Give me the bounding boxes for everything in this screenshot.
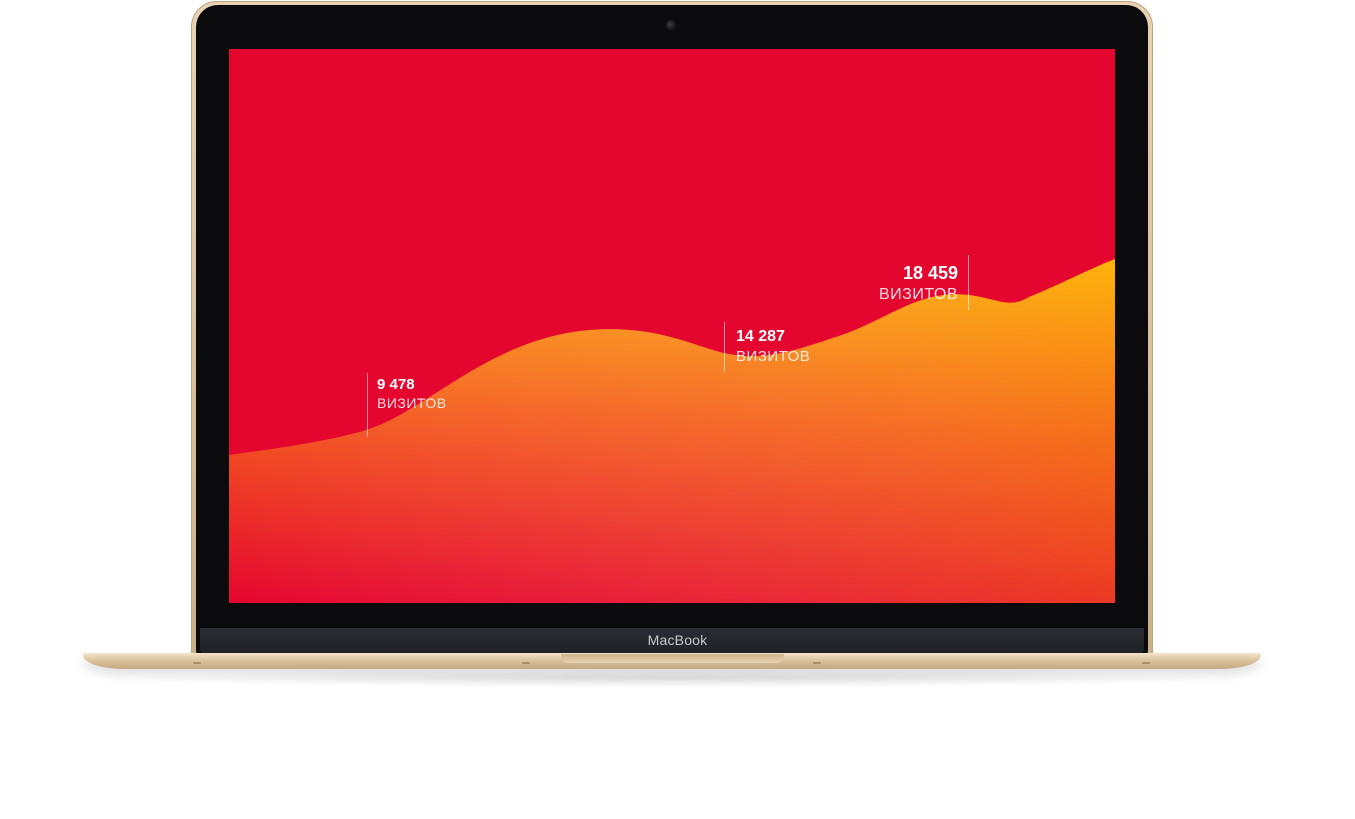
annotation-line-3 (968, 255, 969, 310)
camera-icon (667, 21, 675, 29)
visits-area-highlight (229, 259, 1115, 603)
annotation-1: 9 478 ВИЗИТОВ (377, 376, 447, 412)
brand-label: MacBook (647, 632, 708, 648)
annotation-1-value: 9 478 (377, 376, 415, 393)
annotation-3: 18 459 ВИЗИТОВ (850, 262, 958, 306)
annotation-2-label: ВИЗИТОВ (736, 348, 811, 365)
lid-opening-notch (561, 654, 784, 663)
base-foot-mid-left (522, 662, 530, 664)
laptop-screen (229, 49, 1115, 603)
laptop-shadow (120, 668, 1230, 688)
annotation-line-1 (367, 373, 368, 437)
annotation-line-2 (724, 322, 725, 372)
annotation-1-label: ВИЗИТОВ (377, 395, 447, 411)
base-foot-left (193, 662, 201, 664)
base-foot-right (1142, 662, 1150, 664)
annotation-3-label: ВИЗИТОВ (878, 286, 958, 303)
annotation-2-value: 14 287 (736, 328, 785, 345)
annotation-3-value: 18 459 (902, 263, 958, 283)
annotation-2: 14 287 ВИЗИТОВ (736, 327, 810, 367)
laptop-chin (200, 628, 1144, 654)
visits-area-chart (229, 259, 1115, 603)
base-foot-mid-right (813, 662, 821, 664)
